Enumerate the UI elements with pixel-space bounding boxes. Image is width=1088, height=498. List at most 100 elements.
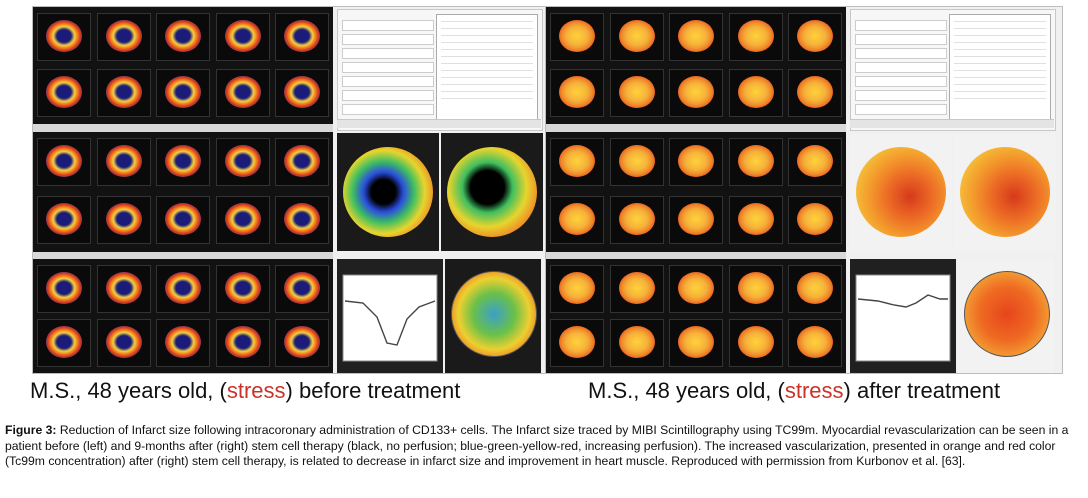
scan-tile <box>609 196 664 244</box>
scan-tile <box>275 319 329 367</box>
scan-tile <box>788 13 842 61</box>
info-field <box>855 20 947 31</box>
info-field <box>342 20 434 31</box>
scan-tile <box>728 138 783 186</box>
info-field <box>855 62 947 73</box>
info-field <box>855 34 947 45</box>
tile-row <box>37 138 329 186</box>
scan-tile <box>96 196 151 244</box>
tile-row <box>550 69 842 117</box>
region-value-table <box>949 14 1051 124</box>
scan-tile <box>275 138 329 186</box>
scan-tile <box>156 265 210 313</box>
label-before-treatment: M.S., 48 years old, (stress) before trea… <box>30 378 460 404</box>
info-field <box>855 90 947 101</box>
scan-tile <box>669 319 723 367</box>
label-prefix: M.S., 48 years old, ( <box>30 378 227 403</box>
scan-tile <box>215 319 270 367</box>
tile-row <box>550 319 842 367</box>
scan-tile <box>609 319 664 367</box>
info-field <box>342 48 434 59</box>
scan-tile <box>788 319 842 367</box>
display-slider <box>850 119 1054 128</box>
scan-tile <box>37 138 91 186</box>
label-suffix: ) before treatment <box>285 378 461 403</box>
scan-tile <box>550 319 604 367</box>
tile-row <box>37 13 329 61</box>
short-axis-strip <box>546 7 846 124</box>
bullseye-segment-map <box>958 259 1054 373</box>
scan-tile <box>275 196 329 244</box>
scan-tile <box>728 265 783 313</box>
scan-tile <box>37 196 91 244</box>
scan-tile <box>728 196 783 244</box>
horizontal-long-axis-strip <box>546 259 846 373</box>
scan-tile <box>275 265 329 313</box>
scan-tile <box>728 69 783 117</box>
display-slider <box>337 119 541 128</box>
scan-tile <box>550 265 604 313</box>
polar-map-extent <box>441 133 543 251</box>
scan-tile <box>96 69 151 117</box>
horizontal-long-axis-strip <box>33 259 333 373</box>
polar-map-stress <box>850 133 952 251</box>
label-stress-word: stress <box>784 378 844 403</box>
info-field <box>342 90 434 101</box>
scan-tile <box>788 196 842 244</box>
scan-tile <box>37 265 91 313</box>
info-field <box>342 62 434 73</box>
tile-row <box>37 196 329 244</box>
polar-map-extent <box>954 133 1056 251</box>
scan-tile <box>37 69 91 117</box>
scan-tile <box>215 196 270 244</box>
label-suffix: ) after treatment <box>843 378 1001 403</box>
scan-tile <box>156 13 210 61</box>
polar-map-stress <box>337 133 439 251</box>
label-stress-word: stress <box>226 378 286 403</box>
scan-tile <box>728 319 783 367</box>
scan-tile <box>37 13 91 61</box>
tile-row <box>37 69 329 117</box>
region-value-table <box>436 14 538 124</box>
scan-tile <box>669 196 723 244</box>
label-prefix: M.S., 48 years old, ( <box>588 378 785 403</box>
scan-panel-after <box>545 6 1063 374</box>
tile-row <box>550 138 842 186</box>
info-field <box>342 104 434 115</box>
patient-info-panel <box>337 9 543 131</box>
scan-tile <box>788 138 842 186</box>
tile-row <box>550 265 842 313</box>
tile-row <box>550 196 842 244</box>
scan-tile <box>728 13 783 61</box>
scan-tile <box>669 69 723 117</box>
strip-separator <box>33 124 333 132</box>
short-axis-strip <box>33 7 333 124</box>
wall-motion-curve <box>337 259 443 373</box>
scan-tile <box>550 138 604 186</box>
scan-tile <box>275 69 329 117</box>
strip-separator <box>546 252 846 260</box>
tile-row <box>550 13 842 61</box>
scan-tile <box>275 13 329 61</box>
scan-tile <box>96 13 151 61</box>
tile-row <box>37 319 329 367</box>
scan-tile <box>550 69 604 117</box>
scan-tile <box>609 69 664 117</box>
tile-row <box>37 265 329 313</box>
info-field <box>855 76 947 87</box>
wall-motion-curve <box>850 259 956 373</box>
strip-separator <box>33 252 333 260</box>
bullseye-segment-map <box>445 259 541 373</box>
vertical-long-axis-strip <box>546 132 846 252</box>
scan-tile <box>96 265 151 313</box>
strip-separator <box>546 124 846 132</box>
scan-tile <box>550 196 604 244</box>
scan-tile <box>669 13 723 61</box>
info-field <box>855 48 947 59</box>
scan-tile <box>156 69 210 117</box>
label-after-treatment: M.S., 48 years old, (stress) after treat… <box>588 378 1000 404</box>
vertical-long-axis-strip <box>33 132 333 252</box>
scan-tile <box>37 319 91 367</box>
scan-tile <box>609 13 664 61</box>
figure-caption: Figure 3: Reduction of Infarct size foll… <box>5 423 1083 470</box>
